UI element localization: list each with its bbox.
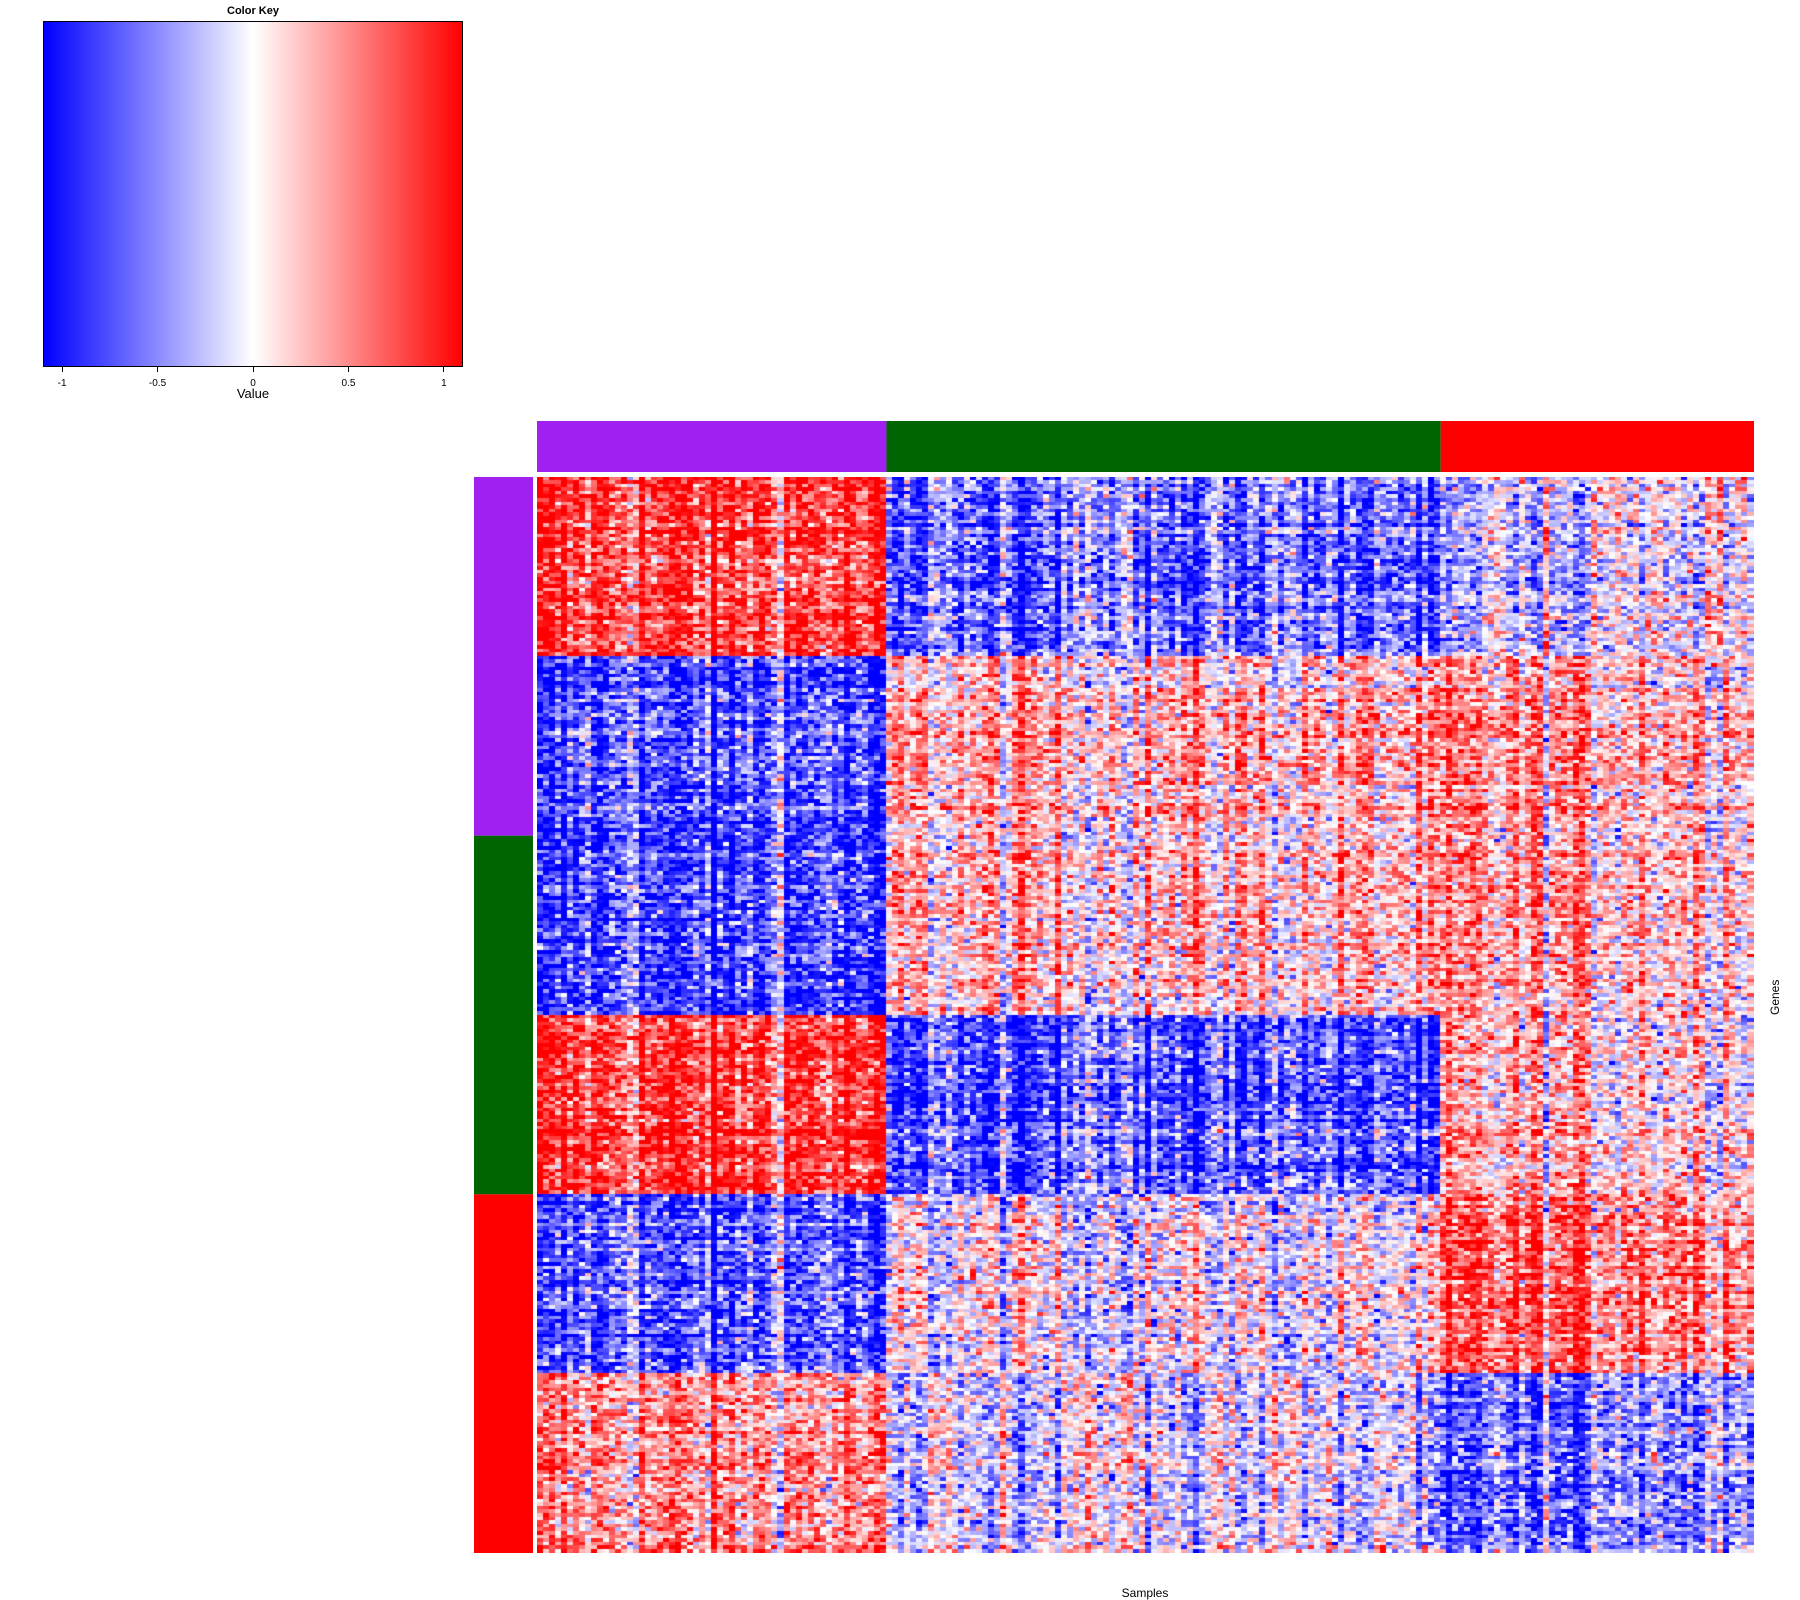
color-key-gradient	[43, 21, 463, 367]
column-side-bar-group-3	[1440, 421, 1754, 472]
color-key-tick	[443, 367, 445, 372]
row-side-bar-group-1	[474, 477, 533, 836]
color-key-tick	[347, 367, 349, 372]
color-key-tick-label: 0.5	[341, 378, 356, 389]
row-side-bar-group-2	[474, 835, 533, 1195]
color-key-tick-label: -0.5	[148, 378, 167, 389]
color-key-tick	[61, 367, 63, 372]
column-side-bar-group-1	[537, 421, 887, 472]
heatmap-cells	[537, 477, 1754, 1553]
y-axis-label: Genes	[1768, 979, 1782, 1015]
color-key-tick-label: -1	[57, 378, 67, 389]
color-key-title: Color Key	[227, 5, 279, 17]
color-key-xlabel: Value	[236, 386, 270, 401]
x-axis-label: Samples	[1121, 1586, 1169, 1600]
color-key-tick-label: 0	[250, 378, 256, 389]
row-side-bar-group-3	[474, 1194, 533, 1553]
color-key-tick	[252, 367, 254, 372]
column-side-bar-group-2	[886, 421, 1441, 472]
color-key-tick	[157, 367, 159, 372]
color-key-tick-label: 1	[441, 378, 447, 389]
